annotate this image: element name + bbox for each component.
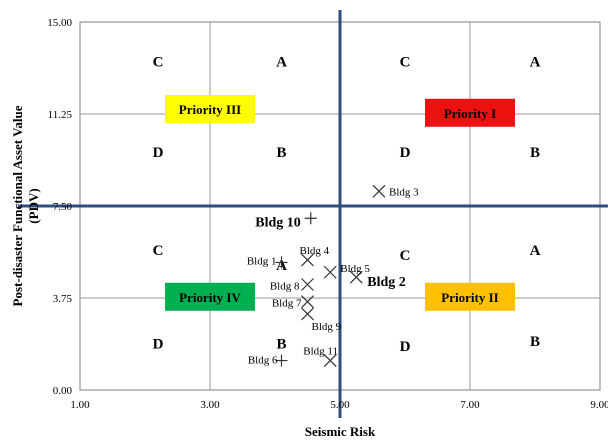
- x-marker: [301, 278, 314, 291]
- data-point: Bldg 7: [272, 295, 314, 310]
- x-marker: [323, 265, 337, 279]
- data-point: Bldg 9: [301, 307, 342, 333]
- plus-marker: [275, 354, 288, 367]
- x-marker: [372, 184, 386, 198]
- quadrant-letter: C: [153, 54, 164, 70]
- data-points: Bldg 1 Bldg 2 Bldg 3 Bldg 4 Bldg 5 Bldg 6 Bldg…: [247, 184, 419, 367]
- quadrant-letter: D: [400, 145, 411, 161]
- quadrant-letter: D: [153, 336, 164, 352]
- data-point: Bldg 1: [247, 255, 288, 269]
- x-tick-label: 9.00: [590, 399, 608, 411]
- x-marker: [301, 295, 314, 309]
- plus-marker: [304, 212, 317, 225]
- point-label: Bldg 6: [248, 355, 278, 367]
- quadrant-letter: A: [530, 54, 541, 70]
- priority-box: [165, 282, 255, 311]
- point-label: Bldg 3: [389, 186, 419, 198]
- priority-label: Priority I: [425, 98, 515, 127]
- quadrant-letter: A: [276, 54, 287, 70]
- priority-text: Priority III: [179, 102, 241, 117]
- quadrant-letter: A: [530, 243, 541, 259]
- x-marker: [301, 253, 314, 267]
- data-point: Bldg 10: [255, 212, 317, 230]
- data-point: Bldg 8: [270, 278, 314, 293]
- y-axis-title-line1: Post-disaster Functional Asset Value: [10, 105, 25, 306]
- quadrant-letter: D: [153, 145, 164, 161]
- data-point: Bldg 5: [323, 263, 370, 279]
- x-marker: [323, 354, 337, 367]
- y-tick-labels: 0.00 3.75 7.50 11.25 15.00: [47, 17, 72, 397]
- y-tick-label: 11.25: [48, 109, 73, 121]
- point-label: Bldg 2: [367, 275, 406, 290]
- quadrant-letter: C: [153, 243, 164, 259]
- data-point: Bldg 3: [372, 184, 419, 198]
- priority-text: Priority II: [441, 290, 498, 305]
- quadrant-letter: B: [530, 334, 540, 350]
- x-tick-labels: 1.00 3.00 5.00 7.00 9.00: [70, 399, 608, 411]
- x-tick-label: 3.00: [200, 399, 220, 411]
- priority-box: [425, 282, 515, 311]
- y-tick-label: 3.75: [53, 293, 73, 305]
- y-axis-title-line2: (PDV): [26, 188, 41, 223]
- data-point: Bldg 4: [300, 245, 330, 267]
- priority-label: Priority III: [165, 95, 255, 124]
- quadrant-letter: C: [400, 248, 411, 264]
- priority-text: Priority I: [444, 106, 496, 121]
- x-axis-title: Seismic Risk: [305, 424, 376, 439]
- priority-text: Priority IV: [179, 290, 241, 305]
- point-label: Bldg 9: [312, 321, 342, 333]
- x-tick-label: 7.00: [460, 399, 480, 411]
- plus-marker: [275, 256, 288, 269]
- point-label: Bldg 7: [272, 298, 302, 310]
- y-tick-label: 15.00: [47, 17, 72, 29]
- quadrant-dividers: [18, 10, 608, 418]
- data-point: Bldg 2: [349, 270, 406, 290]
- quadrant-letter: B: [530, 145, 540, 161]
- priority-label: Priority IV: [165, 282, 255, 311]
- x-marker: [301, 307, 314, 321]
- point-label: Bldg 8: [270, 281, 300, 293]
- y-tick-label: 7.50: [53, 201, 73, 213]
- quadrant-letter: C: [400, 54, 411, 70]
- quadrant-letter: D: [400, 339, 411, 355]
- point-label: Bldg 4: [300, 245, 330, 257]
- x-tick-label: 1.00: [70, 399, 90, 411]
- y-tick-label: 0.00: [53, 385, 73, 397]
- x-tick-label: 5.00: [330, 399, 350, 411]
- priority-labels: Priority III Priority I Priority IV Priorit…: [165, 95, 515, 311]
- priority-box: [425, 98, 515, 127]
- point-label: Bldg 1: [247, 255, 277, 267]
- point-label: Bldg 5: [340, 263, 370, 275]
- data-point: Bldg 11: [303, 346, 338, 367]
- quadrant-letter: B: [276, 145, 286, 161]
- priority-box: [165, 95, 255, 124]
- quadrant-letter: B: [276, 336, 286, 352]
- data-point: Bldg 6: [248, 355, 288, 367]
- priority-label: Priority II: [425, 282, 515, 311]
- point-label: Bldg 10: [255, 215, 301, 230]
- point-label: Bldg 11: [303, 346, 338, 358]
- x-marker: [349, 270, 363, 284]
